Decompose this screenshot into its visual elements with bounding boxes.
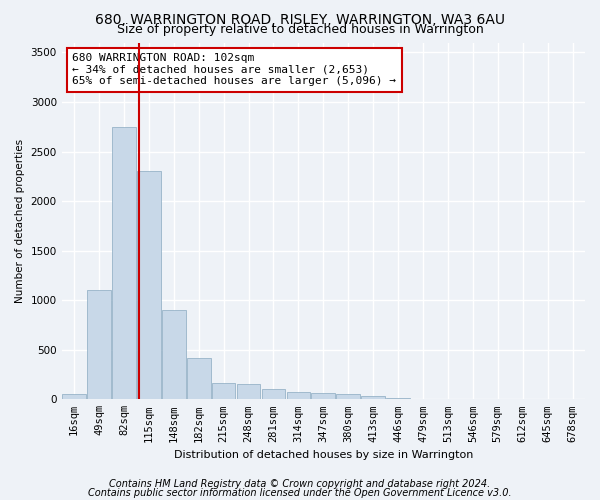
- Bar: [62, 394, 86, 400]
- Bar: [361, 396, 385, 400]
- Bar: [311, 394, 335, 400]
- Bar: [137, 172, 161, 400]
- Bar: [162, 310, 185, 400]
- Bar: [112, 126, 136, 400]
- Text: 680, WARRINGTON ROAD, RISLEY, WARRINGTON, WA3 6AU: 680, WARRINGTON ROAD, RISLEY, WARRINGTON…: [95, 12, 505, 26]
- X-axis label: Distribution of detached houses by size in Warrington: Distribution of detached houses by size …: [173, 450, 473, 460]
- Text: Contains HM Land Registry data © Crown copyright and database right 2024.: Contains HM Land Registry data © Crown c…: [109, 479, 491, 489]
- Bar: [187, 358, 211, 400]
- Text: Contains public sector information licensed under the Open Government Licence v3: Contains public sector information licen…: [88, 488, 512, 498]
- Bar: [87, 290, 111, 400]
- Bar: [386, 398, 410, 400]
- Text: 680 WARRINGTON ROAD: 102sqm
← 34% of detached houses are smaller (2,653)
65% of : 680 WARRINGTON ROAD: 102sqm ← 34% of det…: [72, 53, 396, 86]
- Text: Size of property relative to detached houses in Warrington: Size of property relative to detached ho…: [116, 24, 484, 36]
- Bar: [237, 384, 260, 400]
- Bar: [212, 384, 235, 400]
- Bar: [337, 394, 360, 400]
- Bar: [262, 390, 286, 400]
- Bar: [287, 392, 310, 400]
- Y-axis label: Number of detached properties: Number of detached properties: [15, 139, 25, 303]
